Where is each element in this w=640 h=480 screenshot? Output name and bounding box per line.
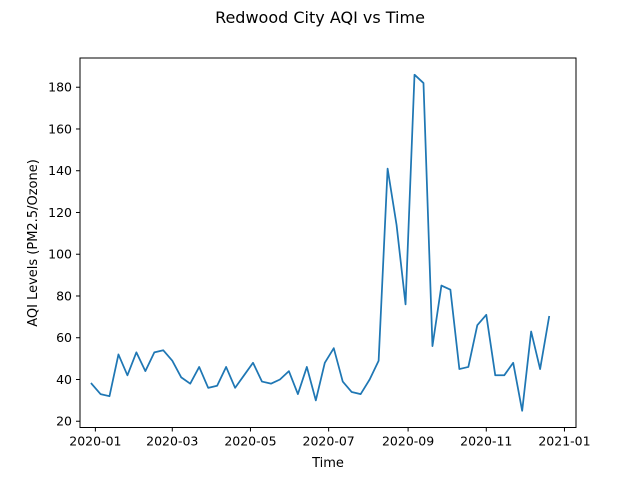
y-axis: 20 40 60 80 100 120 140 160 180 <box>48 80 80 429</box>
y-tick-label: 160 <box>48 121 72 136</box>
x-tick-label: 2020-11 <box>460 434 512 449</box>
plot-area <box>79 57 577 428</box>
x-tick-label: 2020-09 <box>382 434 434 449</box>
y-tick-label: 180 <box>48 80 72 95</box>
y-tick-label: 80 <box>56 288 72 303</box>
x-axis-label: Time <box>311 456 344 471</box>
y-axis-label: AQI Levels (PM2.5/Ozone) <box>26 159 41 327</box>
x-axis: 2020-01 2020-03 2020-05 2020-07 2020-09 2020-… <box>69 427 591 449</box>
x-tick-label: 2021-01 <box>538 434 590 449</box>
x-tick-label: 2020-03 <box>146 434 198 449</box>
plot-frame <box>79 57 577 428</box>
x-tick-label: 2020-05 <box>224 434 276 449</box>
y-tick-label: 140 <box>48 163 72 178</box>
y-tick-label: 60 <box>56 330 72 345</box>
y-tick-label: 100 <box>48 247 72 262</box>
x-tick-label: 2020-07 <box>303 434 355 449</box>
y-tick-label: 120 <box>48 205 72 220</box>
y-tick-label: 20 <box>56 414 72 429</box>
x-tick-label: 2020-01 <box>69 434 121 449</box>
y-tick-label: 40 <box>56 372 72 387</box>
aqi-series-line <box>90 73 551 412</box>
chart-title: Redwood City AQI vs Time <box>215 8 425 27</box>
data-series <box>90 73 551 412</box>
